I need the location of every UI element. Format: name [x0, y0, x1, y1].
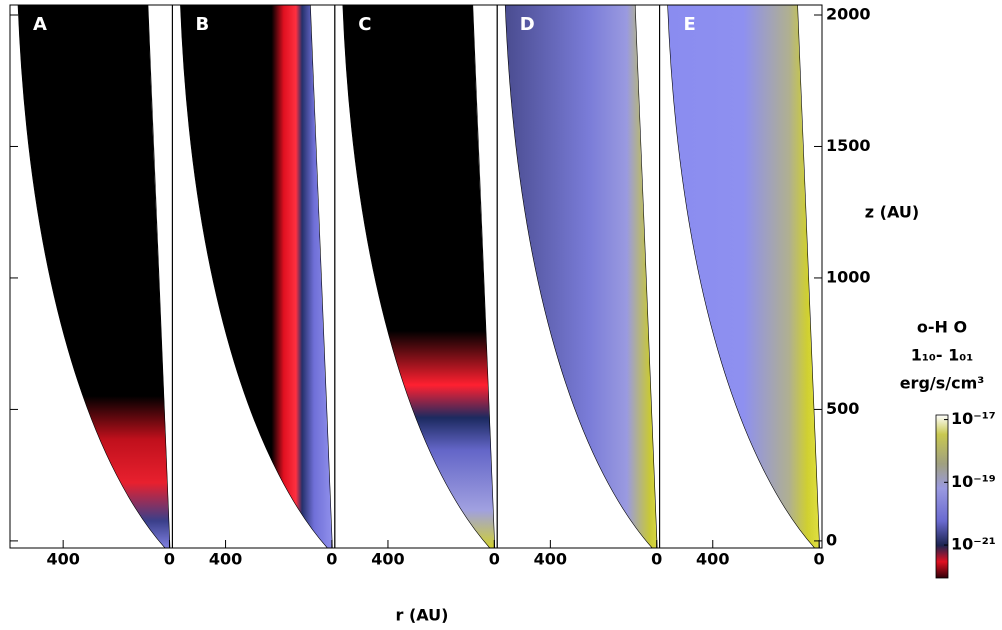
x-tick-label: 0 [326, 550, 337, 569]
x-tick-label: 400 [46, 550, 79, 569]
contour [342, 4, 496, 549]
x-tick-label: 400 [209, 550, 242, 569]
x-tick-label: 0 [489, 550, 500, 569]
panel-label: D [520, 14, 535, 35]
contour [504, 4, 658, 549]
y-tick-label: 0 [826, 530, 837, 549]
colorbar-tick-label: 10⁻²¹ [951, 535, 996, 554]
y-tick-label: 2000 [826, 4, 871, 23]
colorbar-title: o-H O [917, 318, 967, 337]
x-axis-label: r (AU) [396, 606, 449, 625]
panel-label: B [196, 14, 210, 35]
y-tick-label: 500 [826, 399, 859, 418]
x-tick-label: 400 [696, 550, 729, 569]
panel-frame [659, 4, 823, 549]
panel-label: C [358, 14, 371, 35]
panel-map [342, 5, 495, 548]
contour [667, 4, 820, 549]
x-tick-label: 0 [164, 550, 175, 569]
colorbar [935, 414, 949, 579]
y-axis-label: z (AU) [865, 203, 919, 222]
x-tick-label: 0 [651, 550, 662, 569]
x-tick-label: 400 [534, 550, 567, 569]
panel-label: E [683, 14, 695, 35]
x-tick-label: 400 [371, 550, 404, 569]
contour [17, 4, 171, 549]
colorbar-title: erg/s/cm³ [900, 374, 985, 393]
colorbar-tick-label: 10⁻¹⁹ [951, 472, 996, 491]
contour [180, 4, 333, 549]
x-tick-label: 0 [814, 550, 825, 569]
colorbar-tick-label: 10⁻¹⁷ [951, 409, 996, 428]
y-tick-label: 1000 [826, 267, 871, 286]
panel-map [505, 5, 658, 548]
colorbar-title: 1₁₀- 1₀₁ [911, 346, 974, 365]
panel-label: A [33, 14, 47, 35]
panel-map [18, 5, 170, 548]
y-tick-label: 1500 [826, 136, 871, 155]
panel-map [180, 5, 333, 548]
panel-map [667, 5, 820, 548]
